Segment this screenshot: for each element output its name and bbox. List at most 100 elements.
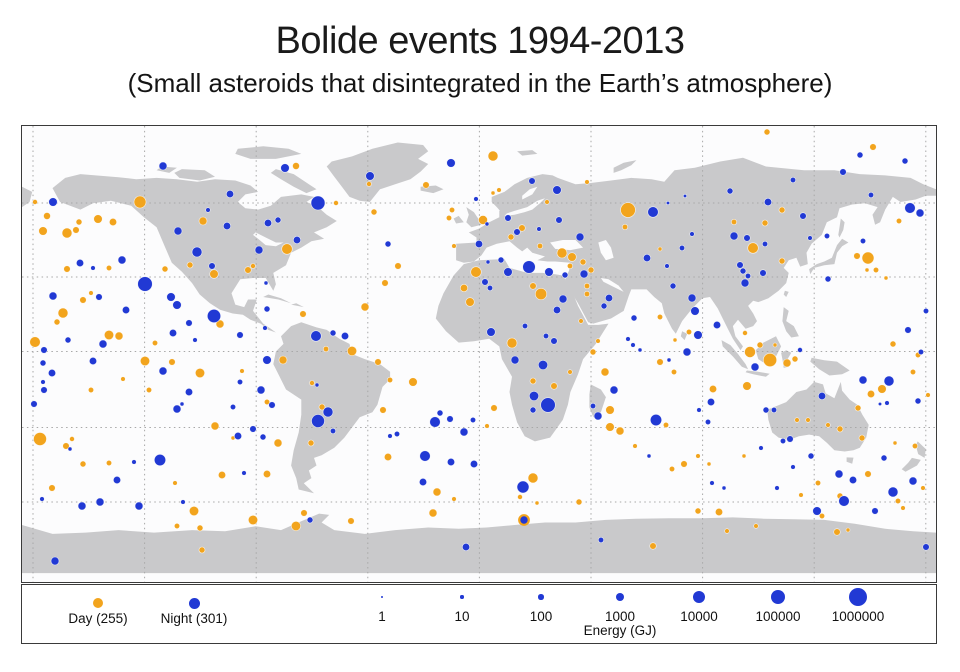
- bolide-dot-day: [833, 528, 841, 536]
- bolide-dot-day: [534, 288, 547, 301]
- bolide-dot-night: [552, 306, 561, 315]
- bolide-dot-day: [567, 252, 577, 262]
- bolide-dot-night: [762, 406, 770, 414]
- bolide-dot-night: [185, 387, 194, 396]
- bolide-dot-day: [578, 318, 584, 324]
- bolide-dot-day: [706, 461, 712, 467]
- bolide-dot-night: [834, 469, 844, 479]
- bolide-dot-day: [529, 377, 537, 385]
- bolide-dot-day: [772, 342, 778, 348]
- landmass: [915, 441, 926, 458]
- size-legend-dot: [381, 596, 383, 598]
- bolide-dot-night: [158, 161, 168, 171]
- bolide-dot-day: [714, 507, 723, 516]
- landmass: [782, 307, 799, 338]
- bolide-dot-night: [706, 397, 715, 406]
- bolide-dot-night: [797, 347, 803, 353]
- bolide-dot-night: [47, 369, 56, 378]
- bolide-dot-day: [161, 265, 169, 273]
- bolide-dot-day: [756, 341, 764, 349]
- energy-axis-label: Energy (GJ): [583, 623, 657, 638]
- bolide-dot-night: [329, 329, 337, 337]
- bolide-dot-day: [762, 353, 777, 368]
- bolide-dot-night: [744, 273, 751, 280]
- bolide-dot-night: [459, 427, 469, 437]
- bolide-dot-day: [32, 199, 38, 205]
- bolide-dot-night: [340, 332, 349, 341]
- bolide-dot-day: [273, 438, 283, 448]
- bolide-dot-night: [552, 185, 562, 195]
- size-legend-dot: [693, 591, 705, 603]
- bolide-dot-night: [593, 411, 603, 421]
- bolide-dot-night: [208, 262, 216, 270]
- bolide-dot-night: [604, 294, 613, 303]
- bolide-dot-night: [484, 221, 490, 227]
- bolide-dot-day: [695, 453, 701, 459]
- bolide-dot-day: [600, 367, 610, 377]
- bolide-dot-night: [687, 293, 697, 303]
- bolide-dot-day: [680, 460, 688, 468]
- bolide-dot-night: [137, 276, 153, 292]
- world-map-panel: [21, 125, 937, 583]
- bolide-dot-night: [40, 346, 48, 354]
- bolide-dot-day: [408, 377, 418, 387]
- bolide-dot-day: [48, 484, 56, 492]
- bolide-dot-day: [490, 404, 498, 412]
- bolide-dot-day: [566, 263, 573, 270]
- bolide-dot-day: [133, 195, 147, 209]
- landmass: [456, 157, 936, 351]
- bolide-dot-night: [486, 285, 493, 292]
- landmass: [901, 457, 921, 472]
- bolide-dot-day: [278, 355, 288, 365]
- bolide-dot-day: [595, 338, 601, 344]
- bolide-dot-night: [473, 196, 479, 202]
- bolide-dot-night: [418, 477, 427, 486]
- landmass: [745, 370, 770, 377]
- bolide-dot-night: [758, 445, 764, 451]
- bolide-dot-night: [179, 401, 185, 407]
- landmass: [273, 322, 391, 494]
- bolide-dot-day: [307, 439, 315, 447]
- bolide-dot-day: [360, 302, 370, 312]
- bolide-dot-night: [39, 359, 47, 367]
- bolide-dot-day: [550, 382, 558, 390]
- bolide-dot-day: [589, 348, 597, 356]
- bolide-dot-day: [53, 318, 61, 326]
- bolide-dot-day: [244, 266, 252, 274]
- bolide-dot-night: [310, 195, 326, 211]
- bolide-dot-day: [544, 199, 550, 205]
- bolide-dot-day: [152, 340, 159, 347]
- bolide-dot-night: [740, 278, 750, 288]
- bolide-dot-day: [174, 522, 181, 529]
- bolide-dot-night: [609, 385, 619, 395]
- size-legend-dot: [770, 589, 786, 605]
- bolide-dot-day: [120, 376, 126, 382]
- bolide-dot-day: [62, 442, 70, 450]
- landmass: [680, 331, 688, 341]
- bolide-dot-night: [180, 499, 186, 505]
- landmass: [466, 207, 482, 228]
- bolide-dot-night: [513, 228, 521, 236]
- bolide-dot-night: [786, 435, 794, 443]
- bolide-dot-day: [490, 190, 496, 196]
- bolide-dot-night: [510, 355, 520, 365]
- bolide-dot-night: [561, 271, 569, 279]
- bolide-dot-day: [798, 492, 804, 498]
- bolide-dot-night: [485, 259, 491, 265]
- landmass: [589, 384, 606, 418]
- world-map: [22, 126, 936, 582]
- bolide-dot-day: [920, 485, 926, 491]
- bolide-dot-night: [883, 375, 895, 387]
- bolide-dot-day: [347, 517, 355, 525]
- bolide-dot-day: [104, 330, 115, 341]
- bolide-dot-day: [889, 340, 897, 348]
- bolide-dot-day: [670, 369, 677, 376]
- size-legend-value: 100000: [755, 609, 801, 624]
- bolide-dot-day: [186, 261, 194, 269]
- bolide-dot-night: [446, 158, 456, 168]
- bolide-dot-night: [172, 300, 182, 310]
- bolide-dot-day: [383, 452, 392, 461]
- bolide-dot-day: [778, 257, 786, 265]
- bolide-dot-night: [205, 207, 211, 213]
- bolide-dot-day: [300, 509, 308, 517]
